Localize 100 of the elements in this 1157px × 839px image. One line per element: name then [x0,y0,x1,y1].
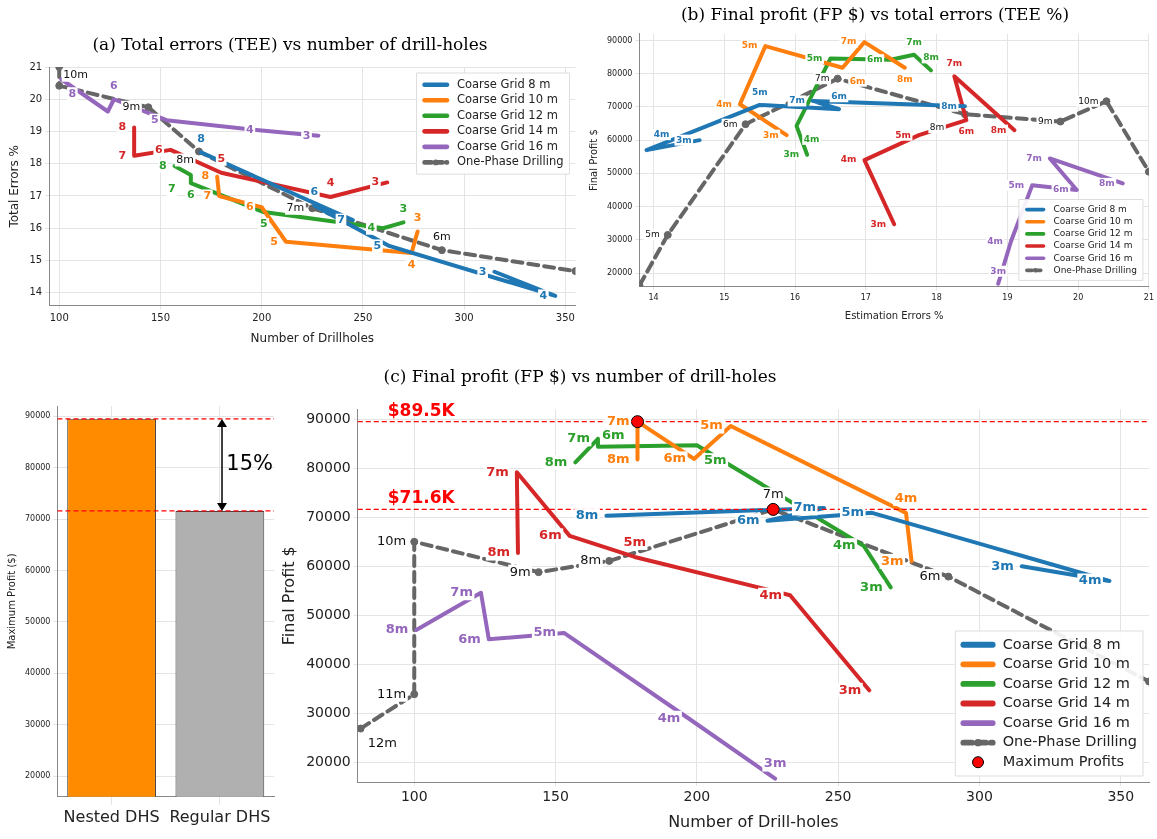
ref-line-label: $89.5K [387,399,456,420]
y-axis-title: Final Profit $ [278,546,298,646]
x-tick-label: 300 [454,312,474,324]
y-tick-label: 40000 [25,668,51,678]
annotation: 6m [433,229,451,243]
annotation: 7m [286,201,305,215]
x-tick-label: 200 [683,788,711,805]
annotation: 4 [539,288,548,302]
annotation: 10m [377,533,407,549]
annotation: 6m [1053,184,1069,195]
x-tick-label: Regular DHS [169,806,271,826]
annotation: 7 [203,188,212,202]
annotation: 5m [751,86,768,97]
y-tick-label: 50000 [607,168,633,178]
legend-label: Coarse Grid 10 m [1002,655,1130,672]
annotation: 5m [895,129,911,140]
y-tick-label: 90000 [306,409,351,426]
y-tick-label: 60000 [607,135,633,145]
annotation: 6m [723,118,738,129]
x-tick-label: 150 [150,312,171,324]
x-tick-label: 15 [719,293,730,303]
annotation: 4m [803,133,820,144]
point [410,537,419,546]
legend-label: Coarse Grid 12 m [456,107,558,122]
annotation: 6m [867,54,883,65]
legend-label: Coarse Grid 16 m [456,138,558,153]
annotation: 4m [832,537,856,553]
annotation: 5m [623,533,646,549]
annotation: 3 [371,175,380,189]
annotation: 3 [302,128,311,142]
annotation: 8m [1099,177,1115,188]
annotation: 8m [385,621,409,637]
y-tick-label: 70000 [607,102,633,111]
x-tick-label: 14 [648,293,659,303]
x-tick-label: 250 [353,312,373,324]
legend-label: Coarse Grid 12 m [1053,228,1133,239]
annotation: 7m [567,430,590,446]
x-tick-label: 20 [1073,293,1084,303]
annotation: 7m [840,36,857,47]
annotation: 6m [958,126,975,137]
annotation: 7m [789,95,805,106]
annotation: 3m [990,265,1007,276]
annotation: 3m [763,755,787,771]
point [437,246,446,255]
x-tick-label: Nested DHS [63,806,160,826]
chart-title: (a) Total errors (TEE) vs number of drill-holes [92,34,488,54]
x-tick-label: 16 [790,293,801,303]
point [1056,117,1065,126]
annotation: 3m [881,552,904,568]
annotation: 7 [118,148,127,162]
legend-label: Coarse Grid 10 m [456,92,558,107]
x-tick-label: 250 [824,788,852,805]
annotation: 4m [657,709,681,725]
y-tick-label: 70000 [306,507,351,524]
legend-label: Coarse Grid 14 m [1053,240,1133,251]
annotation: 8 [68,86,77,100]
annotation: 6 [246,200,255,214]
x-tick-label: 150 [542,788,569,805]
y-tick-label: 90000 [25,411,51,421]
annotation: 3 [413,210,422,224]
annotation: 4m [653,128,670,139]
annotation: 8 [197,131,205,145]
y-tick-label: 40000 [306,654,351,671]
annotation: 4m [840,154,857,165]
x-tick-label: 19 [1002,293,1013,303]
annotation: 8m [929,122,945,133]
annotation: 10m [1078,95,1099,106]
annotation: 6 [187,188,196,202]
annotation: 4 [326,176,335,190]
point [55,81,64,90]
legend-label: One-Phase Drilling [456,154,564,169]
legend-label: Coarse Grid 12 m [1002,674,1130,691]
annotation: 5 [217,152,226,166]
annotation: 8m [575,507,599,523]
annotation: 6m [539,527,562,543]
point [833,74,842,83]
legend-label: Coarse Grid 8 m [1053,203,1127,214]
annotation: 5m [1008,179,1025,190]
annotation: 8m [176,152,194,166]
annotation: 9m [1037,115,1053,126]
annotation: 6m [736,512,760,528]
annotation: 7m [606,413,630,429]
annotation: 5 [259,217,268,231]
annotation: 3m [991,557,1014,573]
point [663,230,672,239]
annotation: 4m [894,489,918,505]
annotation: 7m [815,73,830,84]
annotation: 3m [762,129,779,140]
legend-label: Coarse Grid 16 m [1053,252,1133,263]
y-tick-label: 60000 [306,556,351,573]
annotation: 10m [63,68,88,82]
annotation: 3m [860,578,883,594]
annotation: 8m [606,450,630,466]
y-tick-label: 30000 [25,719,51,729]
y-tick-label: 30000 [306,704,351,720]
y-tick-label: 20000 [607,268,633,278]
annotation: 8m [941,100,957,111]
annotation: 3m [675,134,692,145]
x-tick-label: 350 [1107,788,1135,805]
annotation: 8m [990,124,1007,135]
